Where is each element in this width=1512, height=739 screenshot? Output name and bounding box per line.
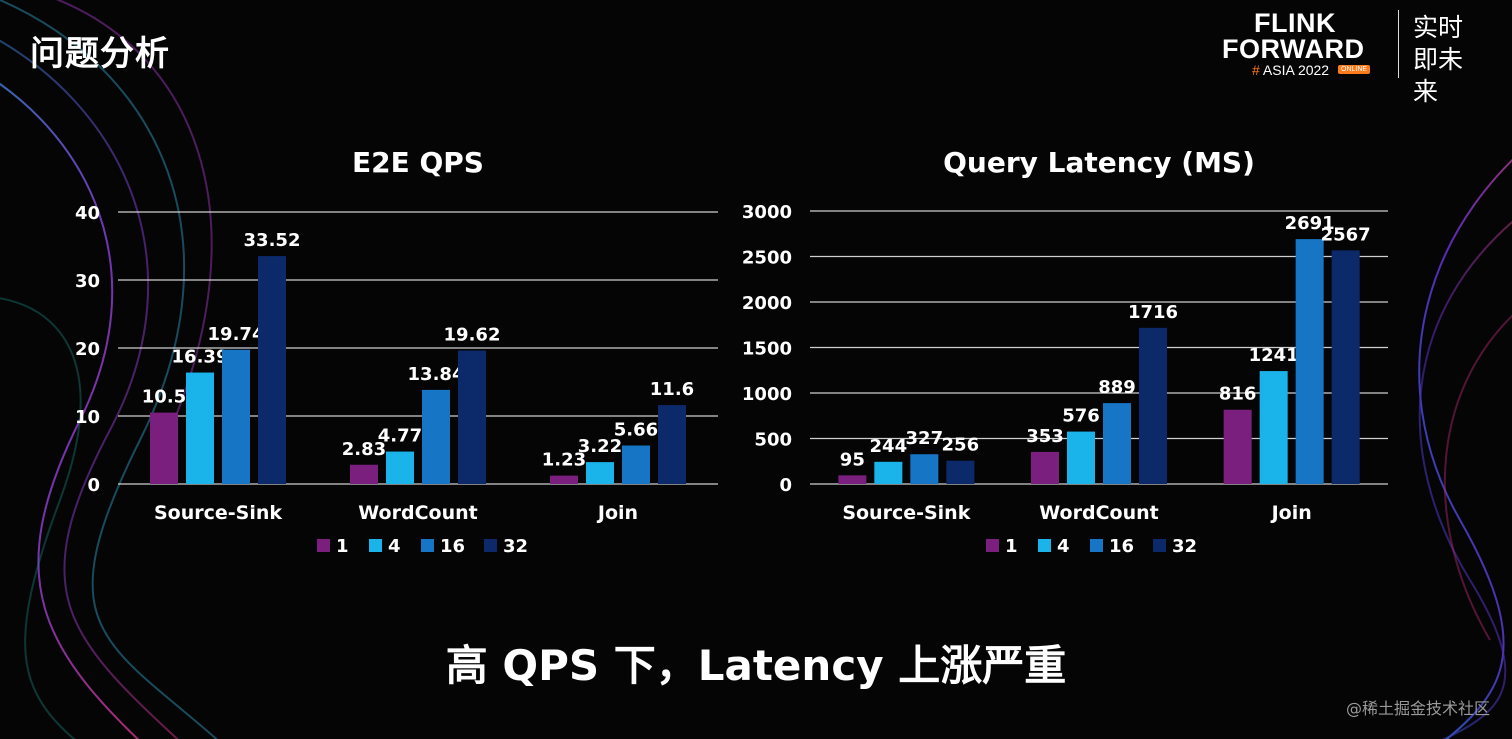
logo-line2: FORWARD xyxy=(1222,34,1365,64)
x-category-label: WordCount xyxy=(1039,502,1158,524)
legend-label: 32 xyxy=(503,536,528,557)
legend-swatch-4 xyxy=(1038,539,1051,552)
data-label: 13.84 xyxy=(408,364,465,385)
bar-source-sink-1 xyxy=(838,475,867,484)
logo-divider xyxy=(1398,10,1399,78)
logo-line3: # ASIA 2022 xyxy=(1252,62,1329,78)
bar-wordcount-1 xyxy=(350,464,378,484)
legend-swatch-16 xyxy=(1090,539,1103,552)
bar-wordcount-32 xyxy=(458,350,486,484)
data-label: 4.77 xyxy=(378,426,422,447)
bar-wordcount-16 xyxy=(422,389,450,484)
bar-source-sink-4 xyxy=(186,372,214,484)
data-label: 2.83 xyxy=(342,439,386,460)
y-tick-label: 0 xyxy=(779,475,792,496)
y-tick-label: 1000 xyxy=(742,384,792,405)
data-label: 256 xyxy=(942,435,980,456)
data-label: 5.66 xyxy=(614,420,658,441)
bar-wordcount-4 xyxy=(386,451,414,484)
bar-join-16 xyxy=(1295,239,1324,484)
data-label: 95 xyxy=(840,449,865,470)
bar-join-1 xyxy=(550,475,578,484)
chart-query-latency: Query Latency (MS) 0 500 1000 1500 2000 2500 30… xyxy=(742,146,1388,557)
bar-source-sink-32 xyxy=(258,256,286,484)
watermark: @稀土掘金技术社区 xyxy=(1345,699,1490,718)
bar-source-sink-16 xyxy=(222,349,250,484)
y-tick-label: 40 xyxy=(75,203,100,224)
bar-join-4 xyxy=(586,462,614,484)
logo-online-badge: ONLINE xyxy=(1338,65,1371,74)
y-tick-label: 2500 xyxy=(742,248,792,269)
y-tick-label: 0 xyxy=(87,475,100,496)
legend-label: 4 xyxy=(388,536,401,557)
data-label: 33.52 xyxy=(244,230,301,251)
data-label: 1.23 xyxy=(542,450,586,471)
legend-swatch-1 xyxy=(317,539,330,552)
logo-line1: FLINK xyxy=(1254,8,1336,38)
bar-wordcount-4 xyxy=(1067,431,1095,484)
data-label: 244 xyxy=(870,436,908,457)
y-tick-label: 3000 xyxy=(742,202,792,223)
flink-forward-logo: FLINK FORWARD # ASIA 2022 ONLINE 实时即未来 xyxy=(1220,6,1463,106)
y-tick-label: 30 xyxy=(75,271,100,292)
bar-wordcount-1 xyxy=(1031,451,1059,484)
data-label: 1241 xyxy=(1249,345,1299,366)
bar-join-32 xyxy=(1331,250,1360,484)
x-category-label: WordCount xyxy=(358,502,477,524)
y-tick-label: 20 xyxy=(75,339,100,360)
data-label: 16.39 xyxy=(172,347,229,368)
x-category-label: Join xyxy=(596,502,638,524)
bar-source-sink-16 xyxy=(910,454,939,484)
legend-label: 1 xyxy=(336,536,349,557)
y-tick-label: 10 xyxy=(75,407,100,428)
x-category-label: Source-Sink xyxy=(842,502,970,524)
data-label: 19.74 xyxy=(208,324,265,345)
bar-source-sink-4 xyxy=(874,461,903,484)
bar-wordcount-16 xyxy=(1103,403,1131,484)
legend-swatch-32 xyxy=(484,539,497,552)
bar-join-16 xyxy=(622,445,650,484)
data-label: 816 xyxy=(1219,384,1257,405)
bar-wordcount-32 xyxy=(1139,327,1167,484)
data-label: 353 xyxy=(1026,426,1064,447)
data-label: 327 xyxy=(906,428,944,449)
bar-join-32 xyxy=(658,405,686,484)
logo-chinese-slogan: 实时即未来 xyxy=(1413,13,1464,106)
logo-hash: # xyxy=(1252,62,1260,78)
x-category-label: Join xyxy=(1270,502,1312,524)
legend-swatch-4 xyxy=(369,539,382,552)
data-label: 19.62 xyxy=(444,325,501,346)
legend-label: 16 xyxy=(1109,536,1134,557)
data-label: 889 xyxy=(1098,377,1136,398)
bar-join-1 xyxy=(1223,409,1252,484)
data-label: 576 xyxy=(1062,406,1100,427)
data-label: 2567 xyxy=(1321,224,1371,245)
chart-title: Query Latency (MS) xyxy=(943,146,1255,179)
y-tick-label: 500 xyxy=(754,430,792,451)
data-label: 10.5 xyxy=(142,387,186,408)
y-tick-label: 2000 xyxy=(742,293,792,314)
y-tick-label: 1500 xyxy=(742,339,792,360)
legend-swatch-1 xyxy=(986,539,999,552)
slide-title: 问题分析 xyxy=(30,34,170,74)
legend-swatch-16 xyxy=(421,539,434,552)
bar-join-4 xyxy=(1259,371,1288,484)
legend-label: 32 xyxy=(1172,536,1197,557)
x-category-label: Source-Sink xyxy=(154,502,282,524)
legend-label: 1 xyxy=(1005,536,1018,557)
data-label: 3.22 xyxy=(578,436,622,457)
data-label: 2691 xyxy=(1285,213,1335,234)
chart-title: E2E QPS xyxy=(352,146,484,179)
bar-source-sink-32 xyxy=(946,460,975,484)
logo-event: ASIA 2022 xyxy=(1262,62,1330,78)
data-label: 1716 xyxy=(1128,302,1178,323)
bar-source-sink-1 xyxy=(150,412,178,484)
data-label: 11.6 xyxy=(650,379,694,400)
legend-label: 4 xyxy=(1057,536,1070,557)
slide-subtitle: 高 QPS 下，Latency 上涨严重 xyxy=(445,641,1067,690)
legend-swatch-32 xyxy=(1153,539,1166,552)
legend-label: 16 xyxy=(440,536,465,557)
